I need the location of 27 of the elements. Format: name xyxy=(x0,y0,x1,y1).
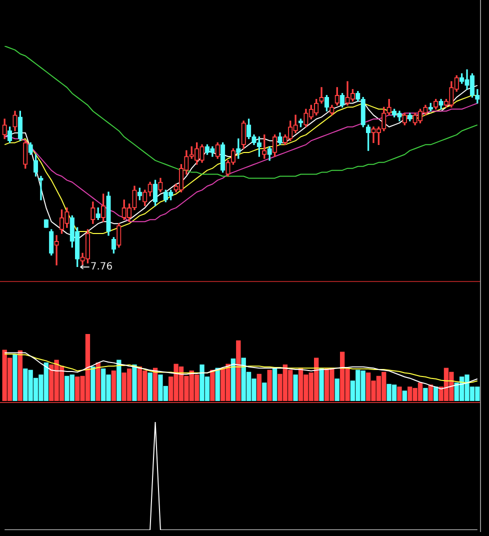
bar xyxy=(111,370,116,401)
bar xyxy=(256,374,262,401)
bar xyxy=(272,368,278,401)
bar xyxy=(148,372,152,401)
bar xyxy=(293,374,298,401)
bar xyxy=(90,366,96,401)
bar xyxy=(428,384,433,401)
bar xyxy=(402,390,407,401)
bar xyxy=(262,382,267,401)
bar xyxy=(397,386,402,401)
bar xyxy=(334,378,340,401)
bar xyxy=(434,386,438,401)
bar xyxy=(267,370,272,401)
candlestick xyxy=(54,235,59,266)
bar xyxy=(132,364,137,401)
bar xyxy=(215,368,220,401)
annotation: 7.76 xyxy=(90,262,113,273)
bar xyxy=(96,362,100,401)
bar xyxy=(12,354,18,401)
bar xyxy=(152,368,158,401)
bar xyxy=(210,370,215,401)
bar xyxy=(319,368,324,401)
bar xyxy=(236,340,241,401)
bar xyxy=(18,350,23,401)
bar xyxy=(230,358,236,401)
bar xyxy=(423,388,428,401)
bar xyxy=(116,360,122,401)
